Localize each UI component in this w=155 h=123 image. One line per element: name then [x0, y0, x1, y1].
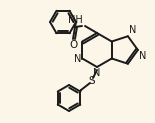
Text: N: N [129, 25, 136, 35]
Text: NH: NH [68, 15, 83, 25]
Text: N: N [139, 51, 146, 61]
Text: N: N [93, 68, 101, 78]
Text: S: S [89, 76, 95, 86]
Text: O: O [70, 40, 78, 50]
Text: N: N [74, 54, 81, 63]
